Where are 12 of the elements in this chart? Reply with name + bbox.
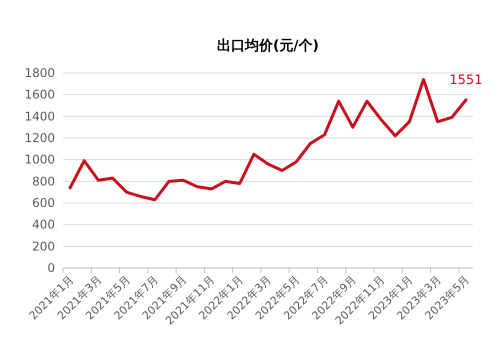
y-tick-label: 1000 — [24, 152, 55, 167]
chart-title: 出口均价(元/个) — [217, 38, 319, 54]
y-tick-label: 1400 — [24, 109, 55, 124]
y-tick-label: 1600 — [24, 88, 55, 102]
y-tick-label: 1800 — [24, 66, 55, 80]
data-label: 1551 — [449, 72, 482, 88]
y-tick-label: 200 — [32, 239, 55, 254]
y-tick-label: 0 — [47, 261, 55, 275]
y-tick-label: 1200 — [24, 131, 55, 145]
y-tick-label: 600 — [32, 196, 55, 210]
y-tick-label: 400 — [32, 218, 55, 232]
y-tick-label: 800 — [32, 174, 55, 188]
